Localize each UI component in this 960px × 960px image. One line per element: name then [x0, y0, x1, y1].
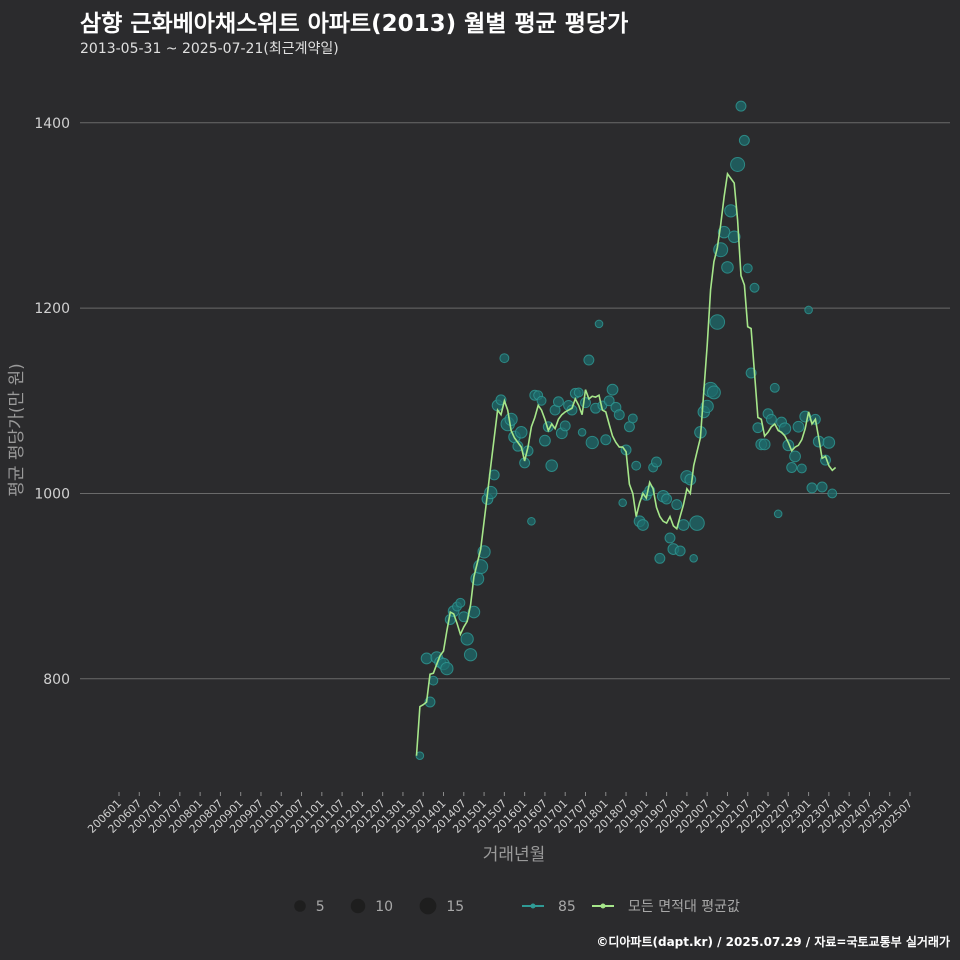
scatter-point — [603, 395, 615, 407]
scatter-point — [707, 385, 721, 400]
scatter-point — [742, 263, 753, 274]
legend-size-label: 10 — [375, 899, 393, 915]
scatter-points — [415, 100, 838, 761]
average-line-group — [415, 171, 837, 756]
y-tick-label: 800 — [43, 672, 70, 688]
scatter-point — [765, 413, 777, 425]
scatter-point — [674, 545, 686, 557]
chart-title: 삼향 근화베아채스위트 아파트(2013) 월별 평균 평당가 — [80, 11, 629, 37]
scatter-point — [804, 305, 813, 315]
scatter-point — [545, 459, 558, 472]
scatter-point — [631, 460, 642, 471]
scatter-point — [677, 519, 690, 531]
scatter-point — [730, 157, 746, 172]
grid-lines — [80, 122, 950, 680]
scatter-point — [594, 319, 604, 329]
legend-size-dot-10 — [350, 898, 366, 914]
y-tick-label: 1400 — [34, 116, 70, 132]
scatter-point — [786, 462, 798, 473]
scatter-point — [585, 435, 599, 450]
legend-size-label: 5 — [316, 899, 325, 915]
scatter-point — [467, 605, 481, 619]
y-tick-label: 1200 — [34, 301, 70, 317]
scatter-point — [504, 412, 518, 426]
scatter-point — [661, 493, 673, 505]
y-tick-label: 1000 — [34, 486, 70, 502]
legend: 5 10 15 85 모든 면적대 평균값 — [294, 897, 740, 915]
x-axis-ticks: 2006012006072007012007072008012008072009… — [85, 792, 915, 836]
x-axis-label: 거래년월 — [483, 845, 546, 865]
legend-series-dot — [600, 903, 606, 909]
scatter-point — [827, 488, 838, 499]
scatter-point — [618, 498, 627, 508]
scatter-point — [738, 134, 750, 146]
scatter-point — [559, 420, 571, 432]
scatter-point — [806, 482, 818, 494]
scatter-point — [514, 426, 528, 439]
scatter-point — [527, 516, 536, 526]
scatter-point — [583, 354, 595, 366]
scatter-point — [769, 382, 780, 393]
scatter-point — [577, 428, 587, 437]
scatter-point — [536, 395, 547, 406]
source-footer: ©디아파트(dapt.kr) / 2025.07.29 / 자료=국토교통부 실… — [596, 935, 950, 949]
scatter-point — [499, 353, 510, 364]
scatter-point — [573, 387, 584, 398]
scatter-point — [463, 648, 478, 662]
scatter-point — [789, 450, 801, 463]
scatter-point — [684, 473, 697, 486]
scatter-point — [735, 100, 747, 112]
scatter-point — [749, 282, 760, 293]
y-axis-label: 평균 평당가(만 원) — [7, 363, 27, 497]
scatter-point — [792, 420, 805, 433]
scatter-point — [816, 481, 828, 493]
scatter-point — [637, 519, 649, 531]
scatter-point — [606, 383, 619, 396]
average-line — [415, 171, 837, 756]
scatter-point — [796, 463, 807, 474]
scatter-point — [717, 225, 731, 239]
scatter-point — [721, 261, 734, 274]
chart-subtitle: 2013-05-31 ~ 2025-07-21(최근계약일) — [80, 41, 339, 57]
scatter-point — [822, 436, 836, 449]
scatter-point — [415, 751, 425, 761]
legend-size-dot-5 — [294, 900, 306, 912]
scatter-point — [773, 509, 783, 519]
scatter-point — [671, 499, 683, 511]
scatter-point — [778, 422, 792, 435]
y-axis-ticks: 800 1000 1200 1400 — [34, 116, 70, 688]
scatter-point — [709, 314, 726, 330]
scatter-point — [552, 396, 564, 408]
scatter-point — [752, 422, 764, 434]
scatter-point — [460, 632, 474, 646]
scatter-point — [613, 409, 625, 421]
scatter-point — [654, 552, 666, 564]
scatter-point — [689, 515, 705, 531]
scatter-point — [539, 434, 551, 447]
scatter-point — [440, 661, 454, 676]
scatter-point — [455, 597, 466, 608]
legend-size-dot-15 — [419, 897, 437, 915]
legend-size-label: 15 — [446, 899, 464, 915]
scatter-point — [420, 652, 433, 665]
scatter-point — [758, 438, 771, 451]
scatter-point — [727, 230, 741, 244]
legend-average-label: 모든 면적대 평균값 — [628, 899, 740, 915]
scatter-point — [689, 554, 698, 563]
legend-series-label: 85 — [558, 899, 576, 915]
scatter-point — [700, 399, 714, 413]
scatter-point — [627, 413, 638, 424]
scatter-point — [724, 204, 738, 218]
scatter-point — [664, 532, 676, 544]
scatter-point — [600, 434, 612, 446]
scatter-point — [651, 456, 662, 468]
legend-series-dot — [530, 903, 536, 909]
